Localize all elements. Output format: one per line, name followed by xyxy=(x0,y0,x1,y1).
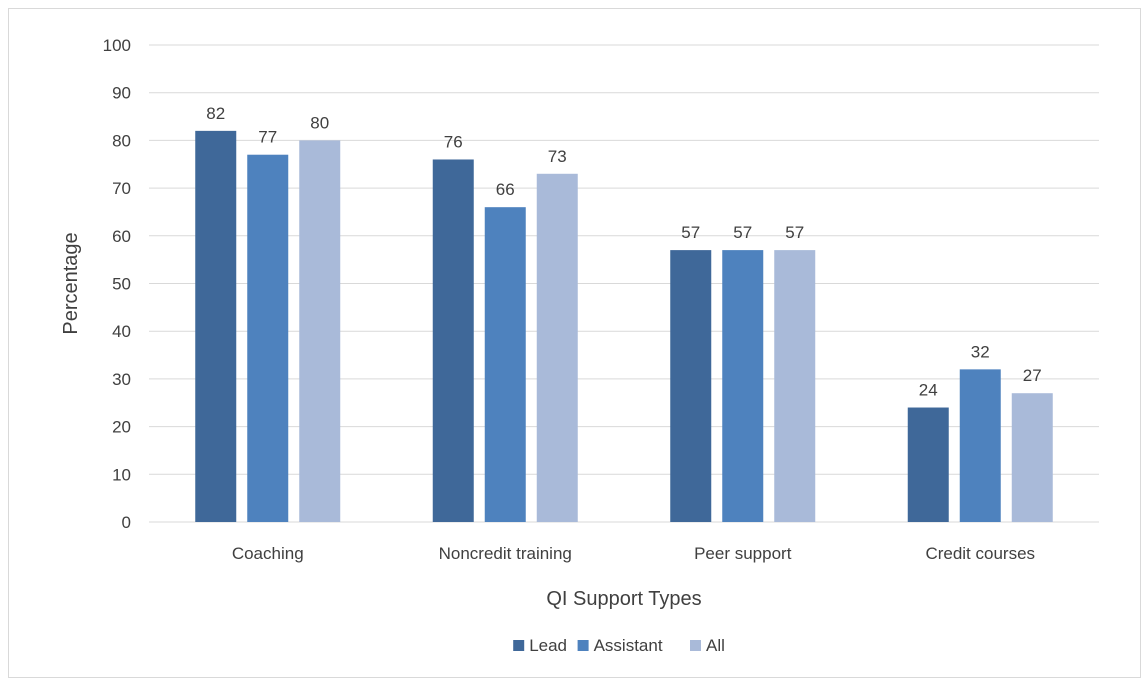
bar-lead-0 xyxy=(195,130,237,523)
bar-chart: 0 10 20 30 40 50 60 70 80 90 100 82 77 80 76 66 73 57 57 5… xyxy=(60,36,1099,655)
bars xyxy=(195,130,1053,523)
data-label: 66 xyxy=(496,180,515,199)
x-axis-title: QI Support Types xyxy=(546,588,701,610)
x-axis-ticks: Coaching Noncredit training Peer support Cr… xyxy=(232,544,1035,563)
y-tick-label: 80 xyxy=(112,131,131,150)
y-tick-label: 100 xyxy=(103,36,131,55)
data-label: 32 xyxy=(971,342,990,361)
x-tick-label: Peer support xyxy=(694,544,792,563)
bar-lead-2 xyxy=(670,250,712,523)
legend-swatch-all xyxy=(690,640,701,651)
legend-swatch-lead xyxy=(513,640,525,651)
legend: Lead Assistant All xyxy=(513,636,725,655)
y-tick-label: 30 xyxy=(112,370,131,389)
bar-all-0 xyxy=(299,140,341,522)
data-label: 57 xyxy=(733,223,752,242)
x-tick-label: Coaching xyxy=(232,544,304,563)
chart-frame: 0 10 20 30 40 50 60 70 80 90 100 82 77 80 76 66 73 57 57 5… xyxy=(8,8,1141,678)
data-label: 80 xyxy=(310,113,329,132)
data-label: 82 xyxy=(206,104,225,123)
y-tick-label: 60 xyxy=(112,227,131,246)
bar-lead-3 xyxy=(907,407,949,522)
data-label: 77 xyxy=(258,128,277,147)
data-label: 24 xyxy=(919,381,938,400)
legend-swatch-assistant xyxy=(577,640,589,651)
x-tick-label: Credit courses xyxy=(925,544,1035,563)
y-tick-label: 90 xyxy=(112,84,131,103)
y-tick-label: 40 xyxy=(112,322,131,341)
bar-assistant-1 xyxy=(484,207,526,522)
y-tick-label: 20 xyxy=(112,418,131,437)
x-tick-label: Noncredit training xyxy=(439,544,572,563)
y-tick-label: 70 xyxy=(112,179,131,198)
data-label: 27 xyxy=(1023,366,1042,385)
legend-label-all: All xyxy=(706,636,725,655)
data-label: 57 xyxy=(785,223,804,242)
data-label: 57 xyxy=(681,223,700,242)
bar-all-3 xyxy=(1011,393,1053,522)
bar-assistant-2 xyxy=(722,250,764,523)
gridlines xyxy=(149,44,1099,523)
data-label: 73 xyxy=(548,147,567,166)
y-tick-label: 50 xyxy=(112,275,131,294)
legend-label-lead: Lead xyxy=(529,636,567,655)
bar-all-1 xyxy=(536,173,578,523)
bar-lead-1 xyxy=(432,159,474,523)
legend-label-assistant: Assistant xyxy=(594,636,663,655)
data-labels: 82 77 80 76 66 73 57 57 57 24 32 27 xyxy=(206,104,1041,400)
bar-assistant-0 xyxy=(247,154,289,522)
y-axis-title: Percentage xyxy=(60,232,82,334)
data-label: 76 xyxy=(444,132,463,151)
y-tick-label: 0 xyxy=(122,513,131,532)
y-tick-label: 10 xyxy=(112,465,131,484)
bar-all-2 xyxy=(774,250,816,523)
y-axis-ticks: 0 10 20 30 40 50 60 70 80 90 100 xyxy=(103,36,131,532)
bar-assistant-3 xyxy=(959,369,1001,522)
